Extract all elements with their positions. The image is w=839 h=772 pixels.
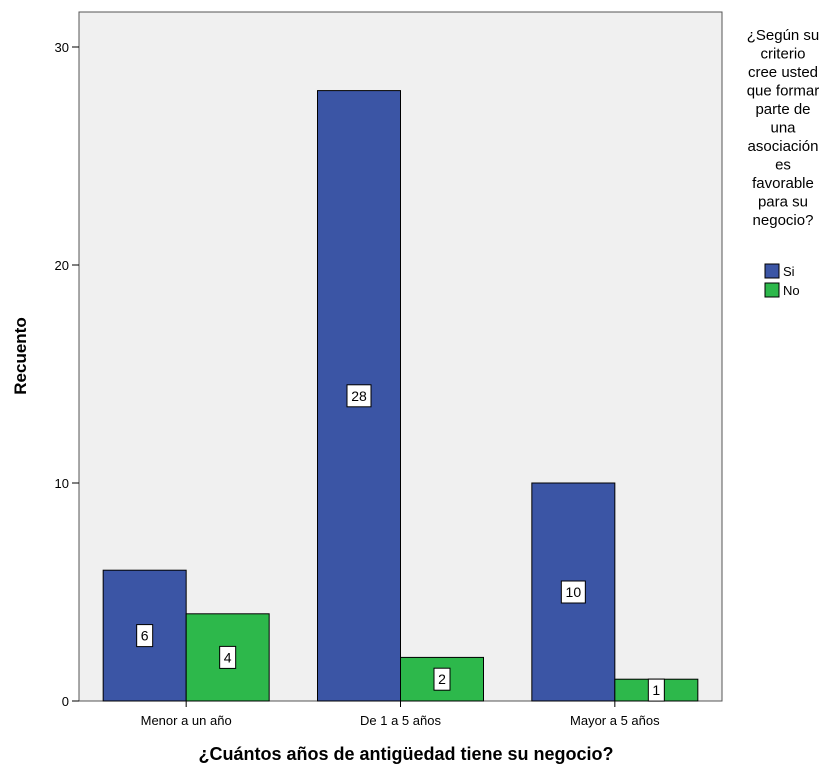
legend-title-line-3: que formar <box>747 83 820 100</box>
data-label-si-2: 10 <box>566 584 582 600</box>
data-label-box-si-0 <box>136 624 154 648</box>
x-axis-title: ¿Cuántos años de antigüedad tiene su neg… <box>198 744 613 764</box>
data-label-box-no-2 <box>647 678 665 702</box>
data-label-si-0: 6 <box>141 628 149 644</box>
y-tick-label-30: 30 <box>55 40 69 55</box>
y-axis-title: Recuento <box>11 317 30 394</box>
legend-title-line-1: criterio <box>760 46 805 63</box>
legend-swatch-si <box>764 263 780 279</box>
data-label-no-1: 2 <box>438 671 446 687</box>
legend-title-line-9: para su <box>758 194 808 211</box>
data-label-box-si-1 <box>346 384 372 408</box>
legend-title-line-6: asociación <box>748 138 819 155</box>
y-tick-label-10: 10 <box>55 476 69 491</box>
x-tick-label-2: Mayor a 5 años <box>570 713 660 728</box>
y-tick-label-0: 0 <box>62 694 69 709</box>
data-label-box-no-0 <box>219 645 237 669</box>
legend-title-line-4: parte de <box>755 101 810 118</box>
data-label-no-0: 4 <box>224 649 232 665</box>
legend-title-line-2: cree usted <box>748 64 818 81</box>
legend-label-si: Si <box>783 264 795 279</box>
legend-swatch-no <box>764 282 780 298</box>
y-tick-label-20: 20 <box>55 258 69 273</box>
legend-title-line-10: negocio? <box>753 212 814 229</box>
legend-title-line-5: una <box>770 120 796 137</box>
x-tick-label-0: Menor a un año <box>141 713 232 728</box>
data-label-box-no-1 <box>433 667 451 691</box>
legend-title-line-8: favorable <box>752 175 814 192</box>
data-label-box-si-2 <box>560 580 586 604</box>
data-label-no-2: 1 <box>652 682 660 698</box>
legend-title-line-0: ¿Según su <box>747 27 820 44</box>
legend-title-line-7: es <box>775 157 791 174</box>
legend-label-no: No <box>783 283 800 298</box>
x-tick-label-1: De 1 a 5 años <box>360 713 441 728</box>
data-label-si-1: 28 <box>351 388 367 404</box>
